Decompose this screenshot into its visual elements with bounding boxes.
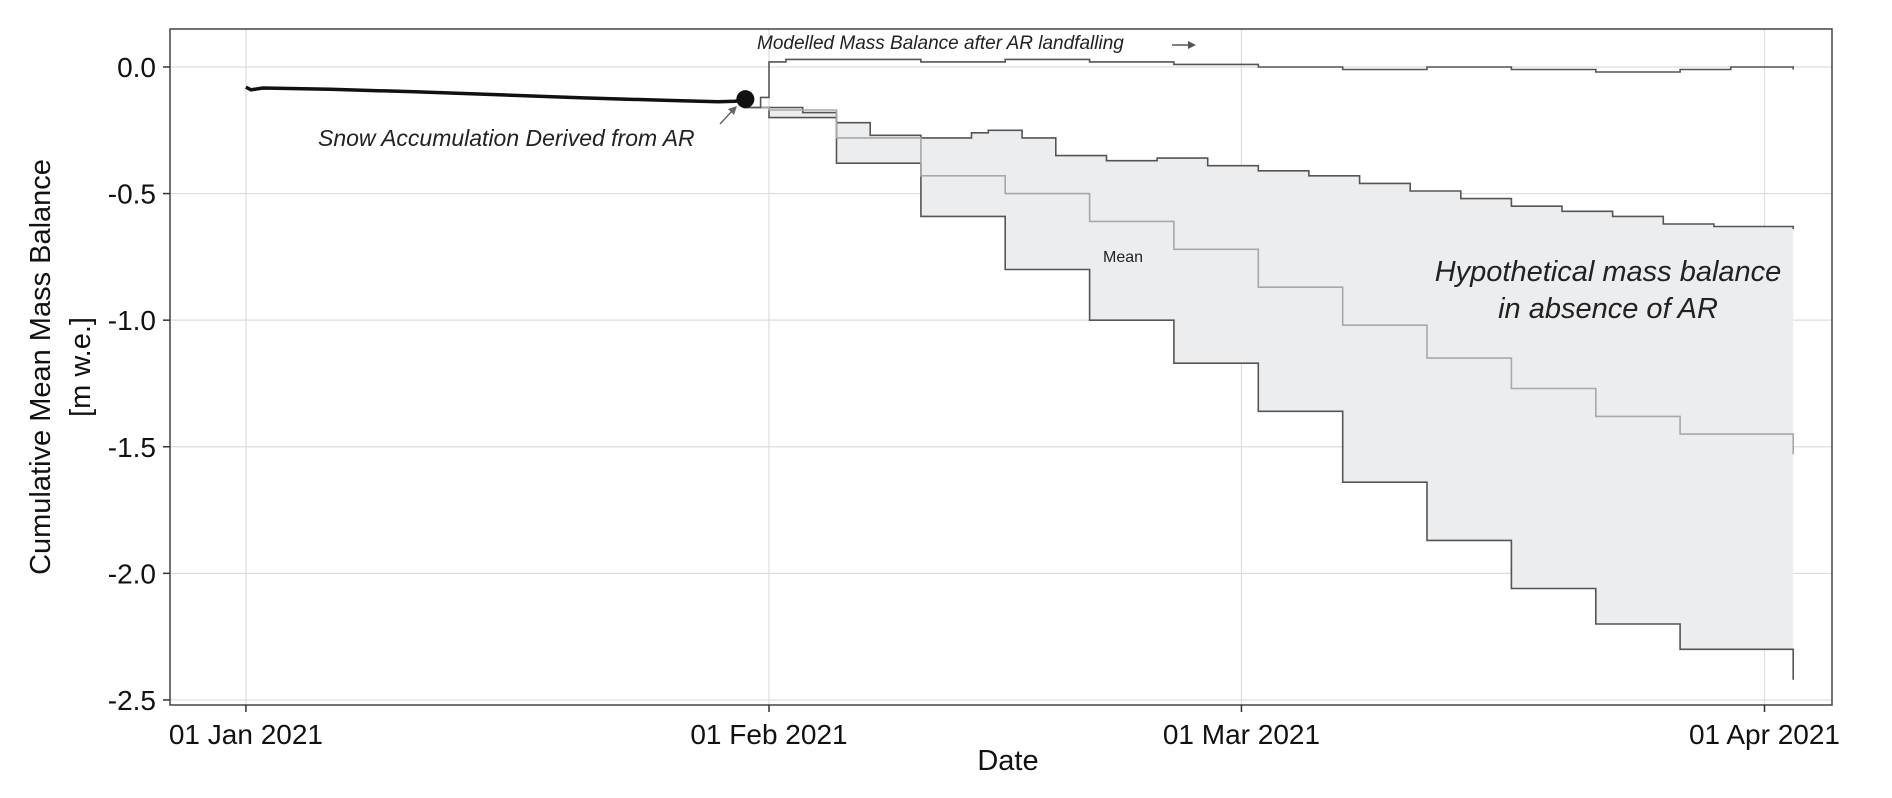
y-tick-label: -2.5 <box>108 685 156 716</box>
x-tick-label: 01 Mar 2021 <box>1163 719 1320 750</box>
y-tick-label: 0.0 <box>117 52 156 83</box>
mean-label: Mean <box>1103 249 1143 266</box>
y-axis-title: Cumulative Mean Mass Balance <box>25 159 57 575</box>
envelope-lower-line <box>743 106 1794 680</box>
y-axis: 0.0 -0.5 -1.0 -1.5 -2.0 -2.5 <box>108 52 170 716</box>
envelope-upper-line <box>743 106 1794 229</box>
x-tick-label: 01 Jan 2021 <box>169 719 323 750</box>
modelled-mass-balance-line <box>743 58 1794 109</box>
hypothetical-label-line2: in absence of AR <box>1498 293 1718 325</box>
x-axis-title: Date <box>977 745 1038 777</box>
hypothetical-envelope-fill <box>743 107 1794 680</box>
plot-frame <box>169 28 1833 706</box>
x-axis: 01 Jan 2021 01 Feb 2021 01 Mar 2021 01 Apr … <box>169 705 1840 750</box>
snow-arrow <box>719 106 737 125</box>
snow-annotation: Snow Accumulation Derived from AR <box>318 125 695 151</box>
y-tick-label: -1.5 <box>108 432 156 463</box>
ar-landfall-marker <box>736 90 755 109</box>
hypothetical-label-line1: Hypothetical mass balance <box>1435 256 1782 288</box>
observed-mass-balance-line <box>245 85 748 104</box>
y-tick-label: -0.5 <box>108 179 156 210</box>
mean-line <box>743 106 1794 455</box>
y-tick-label: -1.0 <box>108 305 156 336</box>
x-tick-label: 01 Apr 2021 <box>1689 719 1840 750</box>
y-axis-unit: [m w.e.] <box>65 317 97 417</box>
y-tick-label: -2.0 <box>108 558 156 589</box>
modelled-arrow <box>1172 41 1196 49</box>
x-tick-label: 01 Feb 2021 <box>690 719 847 750</box>
modelled-annotation: Modelled Mass Balance after AR landfalli… <box>757 33 1124 54</box>
